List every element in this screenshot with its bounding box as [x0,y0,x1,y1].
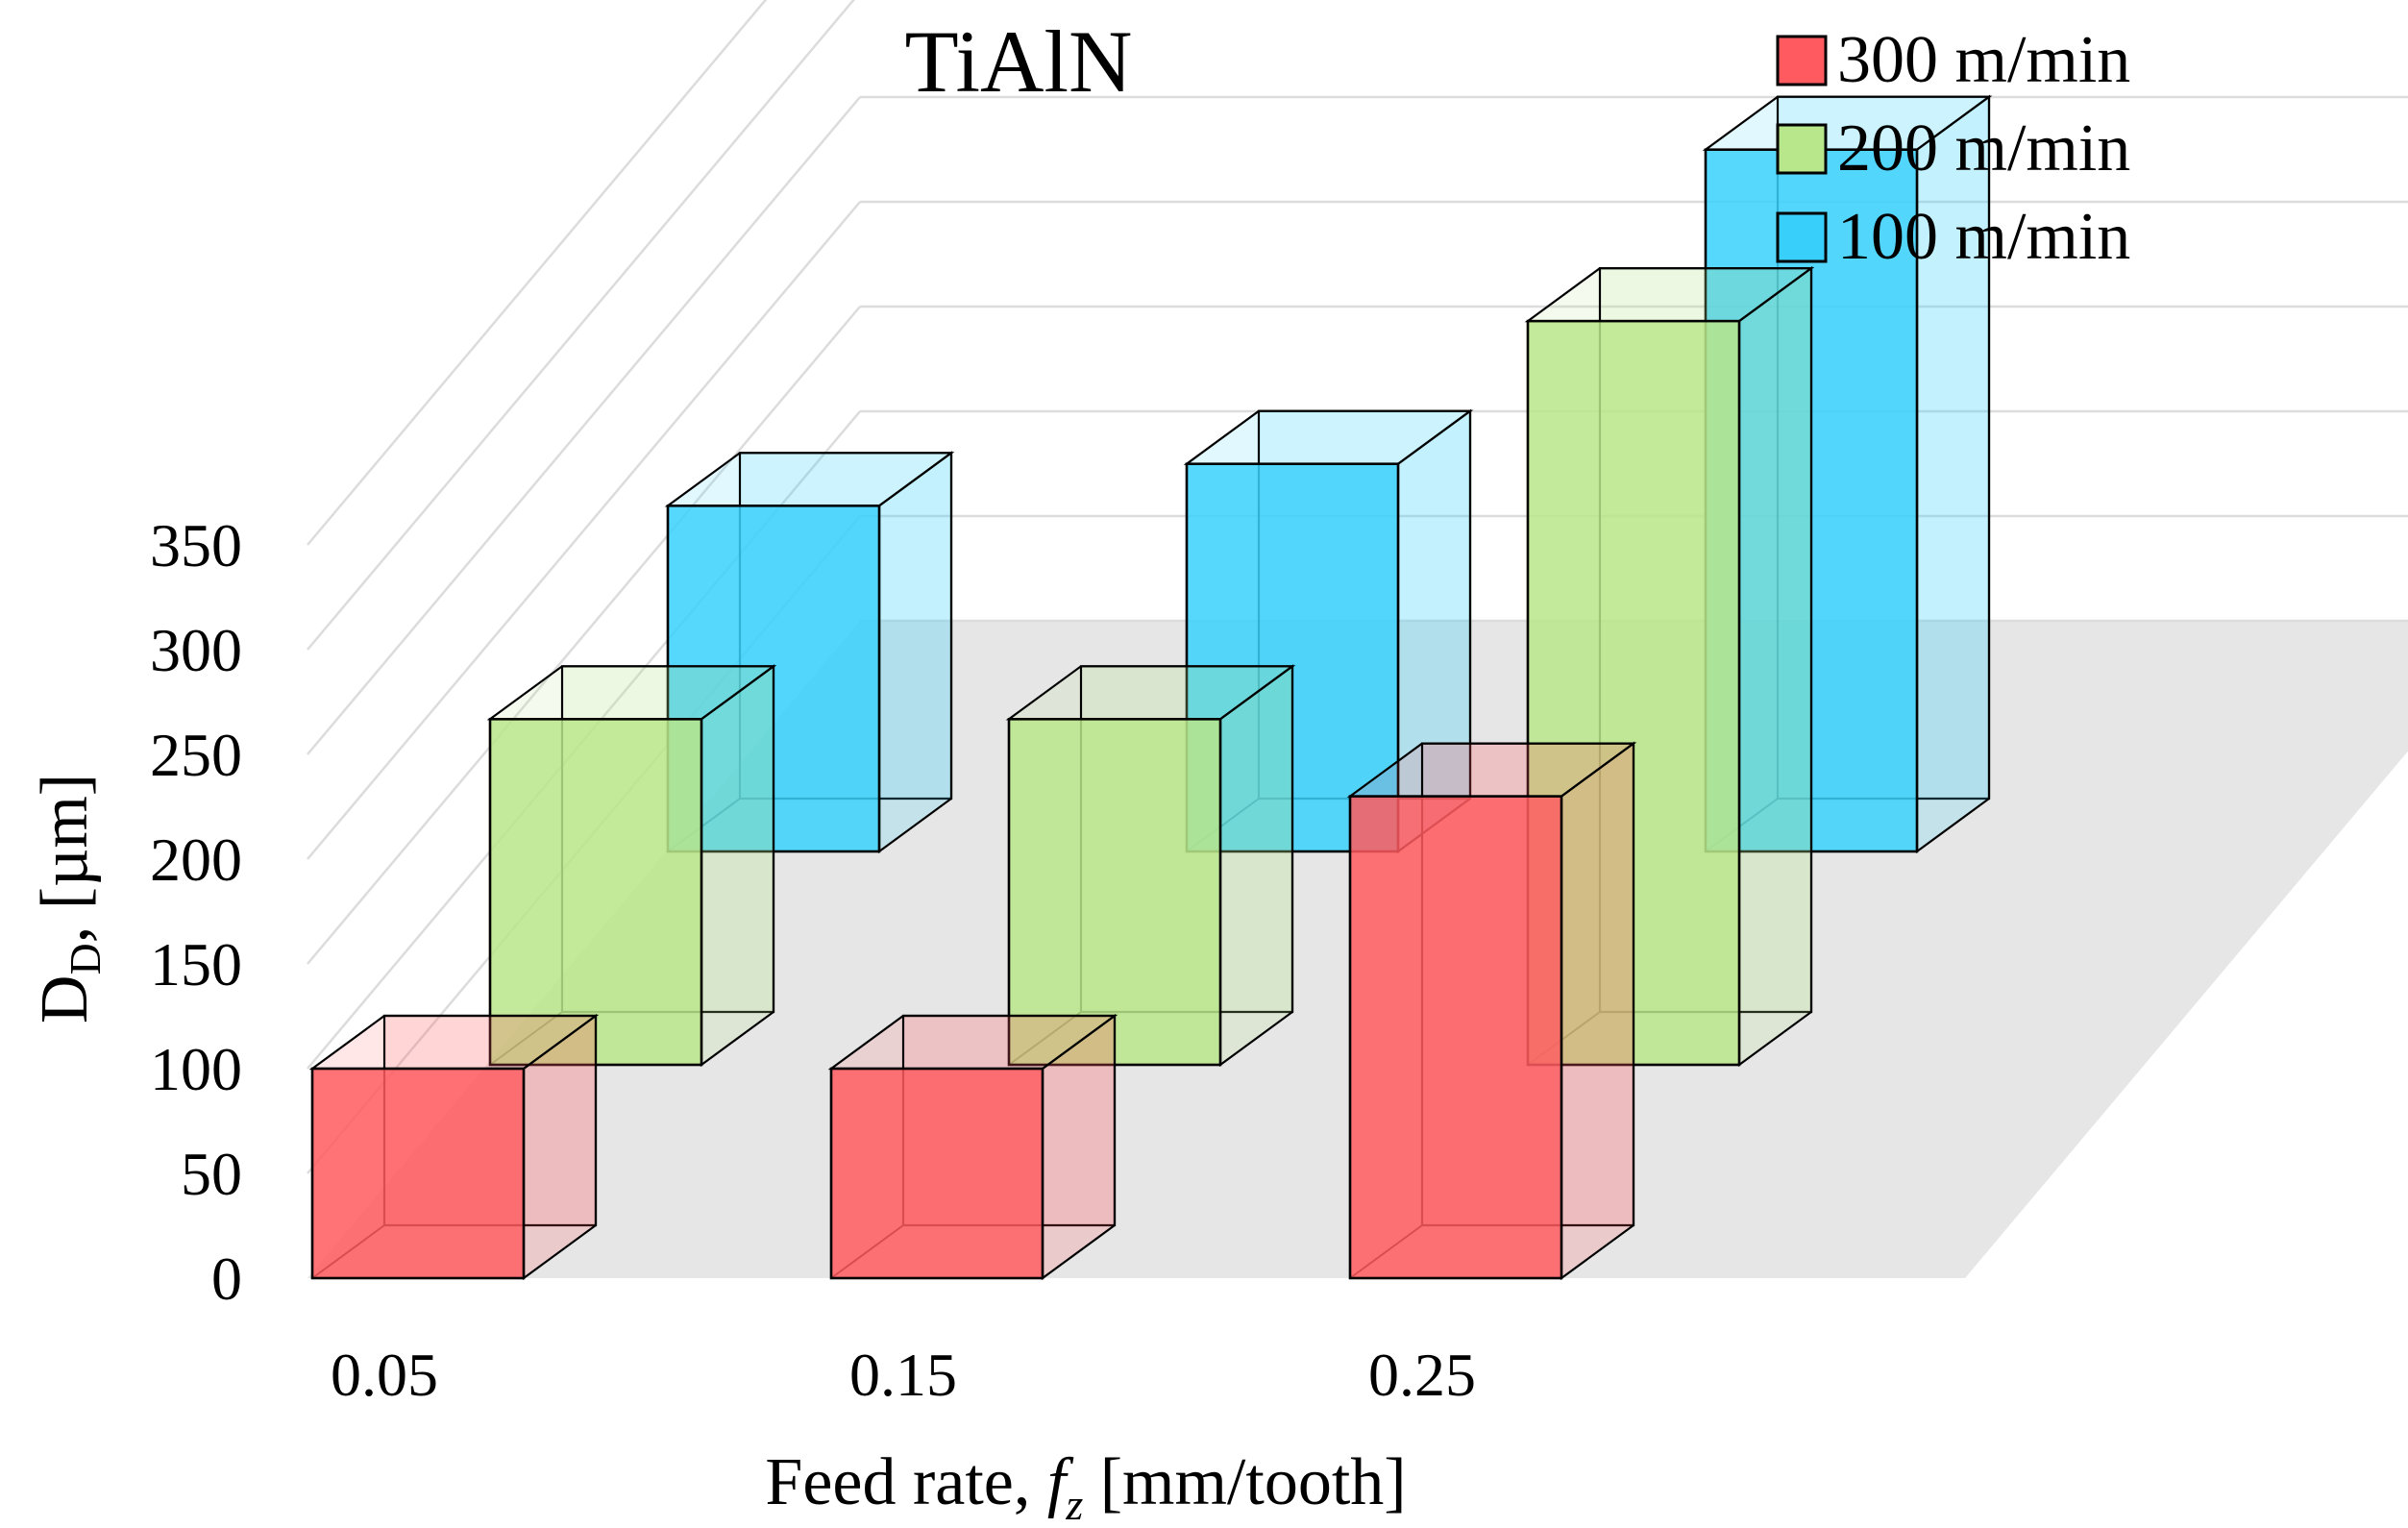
y-tick-label: 100 [150,1035,242,1103]
gridline-diagonal [307,0,855,651]
y-axis-label-subscript: D [61,943,110,974]
bar-side-face [1560,741,1635,1281]
y-tick-label: 200 [150,826,242,894]
y-tick-label: 150 [150,930,242,998]
y-tick-label: 50 [181,1140,242,1208]
x-tick-label: 0.15 [849,1341,957,1409]
bar [1702,94,1993,854]
legend-label: 100 m/min [1837,200,2130,274]
legend-label: 200 m/min [1837,111,2130,185]
y-axis-label-symbol: D [28,975,102,1024]
y-axis-label-rest: , [µm] [28,774,102,943]
bar [308,1013,600,1281]
bar-front-face [1348,795,1563,1280]
x-axis-label-main: Feed rate, [765,1445,1046,1519]
x-tick-label: 0.05 [331,1341,438,1409]
bar-front-face [310,1067,526,1280]
legend-swatch [1776,123,1828,175]
bar-front-face [1007,717,1222,1067]
bar [1346,741,1637,1281]
y-tick-label: 300 [150,616,242,684]
y-tick-label: 250 [150,721,242,789]
bar-side-face [877,451,953,854]
legend-label: 300 m/min [1837,23,2130,97]
bar-side-face [1218,664,1294,1068]
legend-swatch [1776,211,1828,263]
x-axis-label-unit: [mm/tooth] [1083,1445,1406,1519]
legend: 300 m/min 200 m/min 100 m/min [1776,23,2130,274]
chart-title: TiAlN [905,12,1133,111]
bar-side-face [1737,265,1813,1068]
x-axis-label: Feed rate, fz [mm/tooth] [765,1445,1406,1528]
gridline-diagonal [307,0,768,546]
bar [827,1013,1118,1281]
gridline-diagonal [307,96,861,755]
x-tick-label: 0.25 [1368,1341,1476,1409]
bar [486,664,777,1068]
bar [1183,408,1474,854]
bar-front-face [488,717,703,1067]
chart-text: TiAlN Feed rate, fz [mm/tooth] DD, [µm] … [28,12,1476,1528]
gridline-diagonal [307,201,861,860]
chart-bars [308,94,1993,1281]
legend-swatch [1776,35,1828,86]
bar-front-face [829,1067,1044,1280]
bar [1005,664,1296,1068]
y-tick-label: 0 [211,1245,242,1313]
bar-side-face [700,664,775,1068]
y-axis-label: DD, [µm] [28,774,110,1023]
y-tick-label: 350 [150,511,242,579]
gridline-diagonal [307,306,861,965]
x-axis-label-subscript: z [1065,1480,1083,1528]
